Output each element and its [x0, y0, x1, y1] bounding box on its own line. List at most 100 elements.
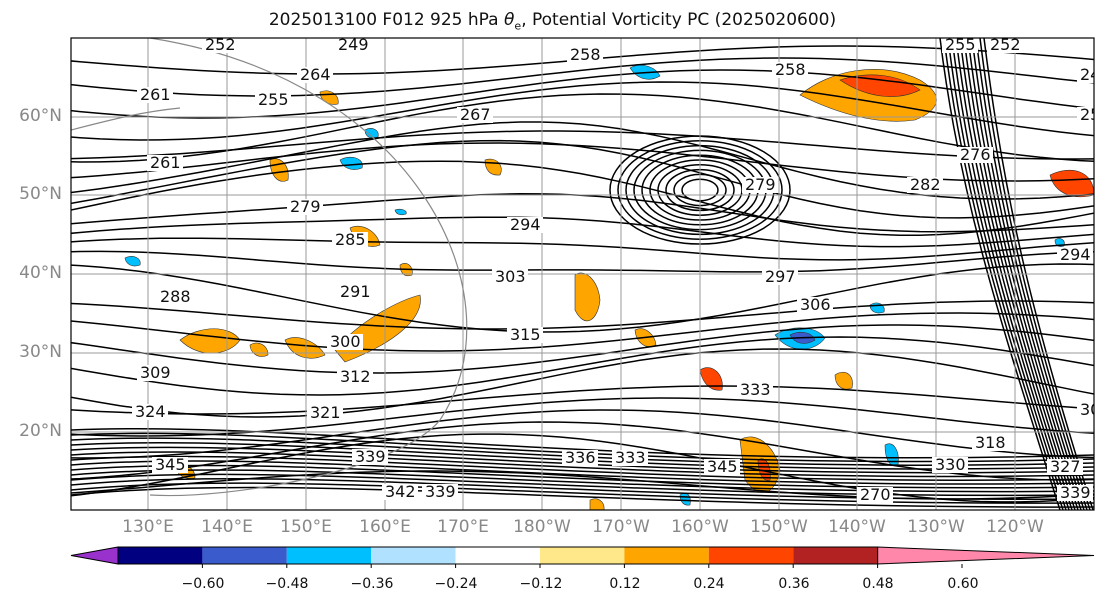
pv-anomaly-region	[834, 371, 853, 390]
colorbar-tick-label: −0.24	[434, 576, 478, 592]
colorbar-tick-label: −0.48	[265, 576, 309, 592]
contour-label-bg	[137, 365, 173, 381]
contour-label: 297	[762, 267, 798, 286]
contour-label-text: 342	[385, 482, 416, 501]
contour-label: 258	[567, 45, 603, 64]
contour-label: 267	[457, 105, 493, 124]
isentrope-line	[71, 130, 1094, 160]
isentrope-line	[71, 69, 1094, 119]
contour-label-bg	[507, 217, 543, 233]
contour-label-bg	[152, 457, 188, 473]
lon-label: 170°E	[437, 517, 489, 537]
contour-label: 279	[742, 175, 778, 194]
contour-label-text: 345	[707, 457, 738, 476]
lon-label: 150°W	[750, 517, 808, 537]
isentrope-line	[963, 38, 1079, 510]
contour-label-bg	[137, 87, 173, 103]
contour-label-bg	[332, 232, 368, 248]
contour-label: 309	[137, 363, 173, 382]
colorbar-tick-label: −0.60	[181, 576, 225, 592]
contour-label-bg	[352, 449, 388, 465]
isentrope-line	[71, 427, 1094, 459]
contour-label-bg	[1077, 67, 1094, 83]
isentrope-line	[71, 455, 1094, 481]
contour-label-bg	[907, 177, 943, 193]
contour-label-text: 255	[258, 90, 289, 109]
isentrope-line	[955, 38, 1073, 510]
isentrope-line	[71, 250, 1094, 273]
contour-label-text: 312	[340, 367, 371, 386]
contour-label-text: 327	[1050, 457, 1081, 476]
contour-label: 321	[307, 403, 343, 422]
contour-label-text: 279	[290, 197, 321, 216]
isentrope-line	[71, 409, 1094, 459]
contour-label: 333	[737, 380, 773, 399]
pv-anomaly-region	[364, 128, 379, 139]
lon-label: 160°W	[671, 517, 729, 537]
contour-label: 291	[337, 282, 373, 301]
isentrope-line	[71, 81, 1094, 141]
contour-label-bg	[957, 147, 993, 163]
isentrope-ring	[665, 168, 735, 212]
contour-label-bg	[857, 487, 893, 503]
contour-label: 249	[335, 35, 371, 54]
contour-label: 285	[332, 230, 368, 249]
contour-label-text: 261	[150, 153, 181, 172]
contour-label-text: 297	[765, 267, 796, 286]
contour-label-text: 270	[860, 485, 891, 504]
contour-label: 261	[137, 85, 173, 104]
lat-label: 30°N	[19, 342, 62, 362]
contour-label: 315	[507, 325, 543, 344]
contour-label-text: 249	[338, 35, 369, 54]
isentrope-line	[71, 263, 1094, 333]
contour-label-text: 261	[140, 85, 171, 104]
isentrope-line	[975, 38, 1088, 510]
contour-label: 255	[255, 90, 291, 109]
contour-label: 255	[942, 38, 978, 54]
isentrope-line	[971, 38, 1085, 510]
projection-circle	[71, 107, 181, 131]
map-frame	[70, 37, 1095, 511]
contour-label-text: 264	[300, 65, 331, 84]
contour-label: 252	[987, 38, 1023, 54]
contour-label-bg	[422, 484, 458, 500]
contour-label-bg	[307, 405, 343, 421]
lon-label: 150°E	[280, 517, 332, 537]
lon-label: 130°E	[122, 517, 174, 537]
contour-label-text: 291	[340, 282, 371, 301]
contour-label-bg	[287, 199, 323, 215]
isentrope-line	[71, 385, 1094, 415]
isentrope-line	[951, 38, 1070, 510]
contour-label-bg	[255, 92, 291, 108]
isentrope-line	[71, 312, 1094, 352]
contour-label-bg	[704, 459, 740, 475]
lat-label: 40°N	[19, 263, 62, 283]
contour-label: 246	[1077, 65, 1094, 84]
contour-label-bg	[157, 289, 193, 305]
colorbar-tick-label: −0.12	[519, 576, 563, 592]
contour-label-bg	[772, 62, 808, 78]
contour-label-text: 321	[310, 403, 341, 422]
isentrope-line	[979, 38, 1091, 510]
colorbar-tick-label: 0.36	[778, 576, 810, 592]
colorbar-tick-label: −0.36	[350, 576, 394, 592]
contour-label-bg	[932, 457, 968, 473]
lat-label: 20°N	[19, 421, 62, 441]
contour-label-text: 309	[1080, 400, 1105, 419]
isentrope-line	[947, 38, 1067, 510]
contour-label-text: 288	[160, 287, 191, 306]
isentrope-line	[71, 57, 1094, 97]
contour-label-bg	[337, 369, 373, 385]
contour-label-text: 339	[425, 482, 456, 501]
contour-label-text: 330	[935, 455, 966, 474]
lon-label: 140°W	[828, 517, 886, 537]
contour-label: 333	[612, 448, 648, 467]
contour-label-text: 324	[135, 402, 166, 421]
isentrope-line	[71, 421, 1094, 481]
contour-label-text: 282	[910, 175, 941, 194]
contour-label-text: 336	[565, 448, 596, 467]
contour-label-bg	[492, 269, 528, 285]
colorbar-tick-label: 0.60	[947, 576, 979, 592]
contour-label: 303	[492, 267, 528, 286]
